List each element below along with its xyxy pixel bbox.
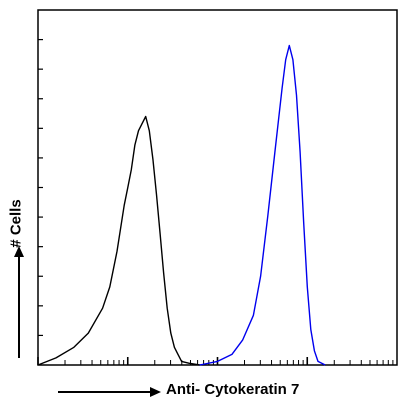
control-histogram-line — [37, 115, 200, 366]
x-axis-ticks — [37, 357, 394, 365]
x-axis-label: Anti- Cytokeratin 7 — [166, 381, 300, 398]
sample-histogram-line — [199, 44, 326, 366]
plot-frame — [37, 9, 398, 366]
y-axis-label-wrap: # Cells — [4, 195, 28, 255]
y-axis-arrow-head — [14, 246, 24, 257]
y-axis-ticks — [38, 38, 43, 337]
y-axis-label: # Cells — [7, 199, 25, 248]
x-axis-arrow-head — [150, 387, 161, 397]
series-layer — [37, 44, 326, 366]
